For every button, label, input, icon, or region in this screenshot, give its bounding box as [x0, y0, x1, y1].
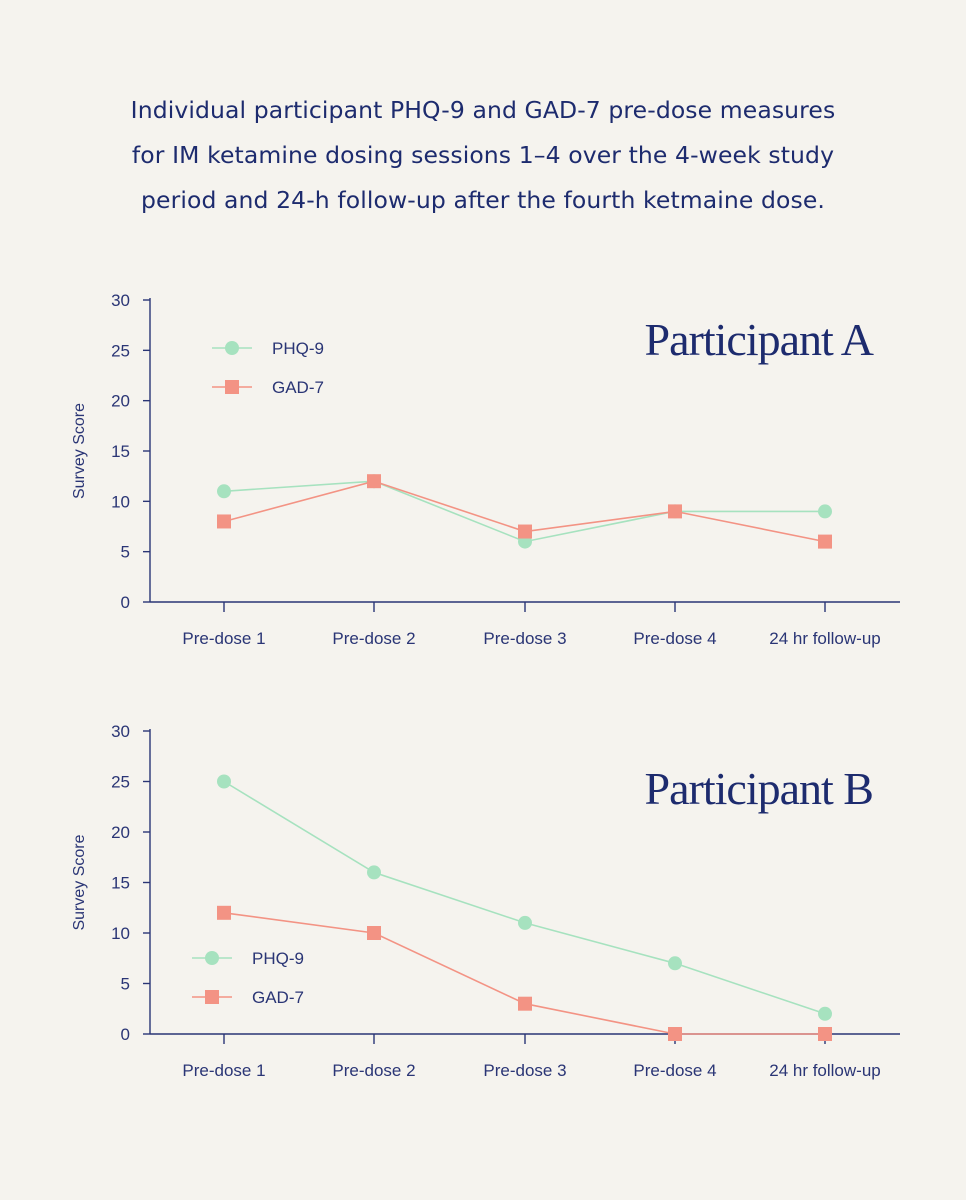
x-tick-label: Pre-dose 1: [182, 1061, 265, 1080]
gad7-point: [217, 905, 231, 920]
y-tick-label: 25: [111, 341, 130, 360]
x-tick-label: Pre-dose 4: [633, 629, 716, 648]
x-tick-label: Pre-dose 2: [332, 1061, 415, 1080]
gad7-point: [818, 534, 832, 549]
series-line-gad-7: [223, 912, 825, 1035]
caption-line-1: Individual participant PHQ-9 and GAD-7 p…: [130, 96, 836, 124]
y-axis-label: Survey Score: [71, 403, 88, 499]
series-line-phq-9: [223, 780, 826, 1015]
legend-label: GAD-7: [252, 988, 304, 1007]
chart-participant-a: 0 5 10 15 20 25 30 Pre-dose 1 Pre-dose 2 Pre-dose…: [71, 291, 900, 648]
caption-line-2: for IM ketamine dosing sessions 1–4 over…: [131, 141, 835, 169]
legend-label: PHQ-9: [272, 339, 324, 358]
gad7-point: [668, 1027, 682, 1041]
phq9-point: [818, 504, 832, 519]
y-tick-label: 0: [121, 1025, 130, 1044]
y-tick-label: 5: [121, 975, 130, 994]
y-tick-label: 30: [111, 291, 130, 310]
legend-marker-gad7: [225, 380, 239, 394]
phq9-point: [518, 915, 532, 930]
phq9-point: [668, 956, 682, 971]
y-tick-label: 10: [111, 492, 130, 511]
legend-marker-phq9: [225, 341, 239, 355]
gad7-point: [818, 1027, 832, 1041]
phq9-point: [818, 1006, 832, 1021]
y-tick-label: 5: [121, 543, 130, 562]
y-tick-label: 0: [121, 593, 130, 612]
gad7-point: [367, 926, 381, 940]
gad7-point: [668, 504, 682, 519]
x-tick-label: Pre-dose 4: [633, 1061, 716, 1080]
caption-line-3: period and 24-h follow-up after the four…: [141, 186, 825, 214]
x-tick-label: 24 hr follow-up: [769, 1061, 881, 1080]
x-tick-label: Pre-dose 3: [483, 629, 566, 648]
phq9-point: [367, 865, 381, 880]
gad7-point: [518, 524, 532, 539]
y-tick-label: 20: [111, 823, 130, 842]
y-tick-label: 25: [111, 773, 130, 792]
chart-title: Participant A: [645, 314, 874, 365]
y-tick-label: 15: [111, 874, 130, 893]
legend-label: GAD-7: [272, 378, 324, 397]
figure-caption: Individual participant PHQ-9 and GAD-7 p…: [70, 88, 896, 223]
gad7-point: [518, 996, 532, 1011]
chart-title: Participant B: [645, 763, 873, 814]
x-tick-label: Pre-dose 3: [483, 1061, 566, 1080]
legend-label: PHQ-9: [252, 949, 304, 968]
legend-marker-gad7: [205, 990, 219, 1004]
y-tick-label: 10: [111, 924, 130, 943]
legend-marker-phq9: [205, 951, 219, 965]
x-tick-label: Pre-dose 1: [182, 629, 265, 648]
y-tick-label: 15: [111, 442, 130, 461]
x-tick-label: Pre-dose 2: [332, 629, 415, 648]
y-tick-label: 30: [111, 722, 130, 741]
x-tick-label: 24 hr follow-up: [769, 629, 881, 648]
y-axis-label: Survey Score: [71, 834, 88, 930]
y-tick-label: 20: [111, 392, 130, 411]
gad7-point: [367, 474, 381, 489]
chart-participant-b: 0 5 10 15 20 25 30 Pre-dose 1 Pre-dose 2 Pre-dose…: [71, 722, 900, 1080]
gad7-point: [217, 514, 231, 529]
phq9-point: [217, 484, 231, 499]
phq9-point: [217, 774, 231, 789]
